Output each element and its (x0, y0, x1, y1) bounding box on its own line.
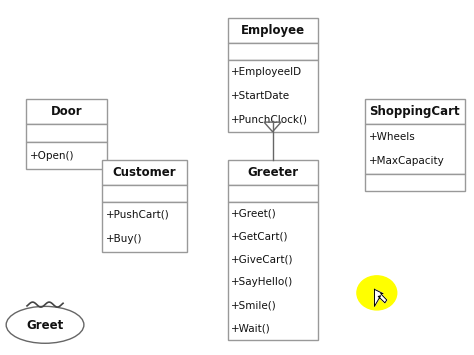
Bar (102, 202, 187, 252)
Text: +Open(): +Open() (30, 151, 74, 161)
Bar (365, 174, 465, 191)
Bar (102, 185, 187, 202)
Bar (365, 99, 465, 124)
Bar (228, 185, 318, 202)
Text: Greeter: Greeter (247, 166, 298, 179)
Text: +MaxCapacity: +MaxCapacity (369, 156, 445, 166)
Text: +GiveCart(): +GiveCart() (231, 255, 294, 264)
Text: Door: Door (51, 105, 82, 118)
Text: Greet: Greet (27, 320, 64, 332)
Text: +PushCart(): +PushCart() (106, 210, 169, 220)
Bar (26, 124, 107, 142)
Bar (228, 43, 318, 60)
Bar (365, 124, 465, 174)
Text: +Smile(): +Smile() (231, 300, 277, 310)
Bar (228, 60, 318, 132)
Text: Employee: Employee (240, 24, 305, 37)
Polygon shape (374, 289, 387, 306)
Text: +GetCart(): +GetCart() (231, 232, 289, 242)
Text: +Greet(): +Greet() (231, 209, 277, 219)
Text: ShoppingCart: ShoppingCart (369, 105, 460, 118)
Text: +Wait(): +Wait() (231, 323, 271, 333)
Text: Customer: Customer (113, 166, 176, 179)
Text: +PunchClock(): +PunchClock() (231, 115, 308, 125)
Text: +Buy(): +Buy() (106, 234, 142, 244)
Ellipse shape (357, 276, 397, 310)
Text: +Wheels: +Wheels (369, 132, 416, 142)
Bar (26, 99, 107, 124)
Bar (228, 202, 318, 340)
Bar (228, 160, 318, 185)
Bar (228, 18, 318, 43)
Text: +StartDate: +StartDate (231, 91, 291, 101)
Text: +EmployeeID: +EmployeeID (231, 67, 302, 77)
Bar (26, 142, 107, 169)
Bar (102, 160, 187, 185)
Text: +SayHello(): +SayHello() (231, 278, 293, 288)
